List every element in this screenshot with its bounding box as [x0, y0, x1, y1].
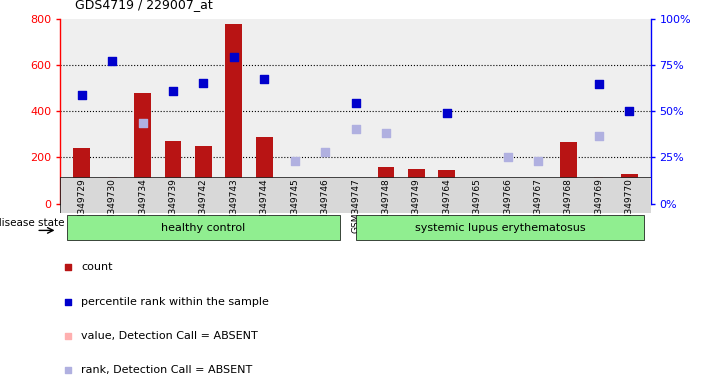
Bar [621, 174, 638, 204]
Text: GSM349766: GSM349766 [503, 179, 512, 233]
Text: GSM349749: GSM349749 [412, 179, 421, 233]
Point [380, 130, 392, 136]
Text: GSM349768: GSM349768 [564, 179, 573, 233]
Text: GDS4719 / 229007_at: GDS4719 / 229007_at [75, 0, 213, 12]
Text: GSM349770: GSM349770 [625, 179, 634, 233]
Text: percentile rank within the sample: percentile rank within the sample [81, 296, 269, 306]
Text: GSM349729: GSM349729 [77, 179, 86, 233]
Text: GSM349739: GSM349739 [169, 179, 178, 233]
Text: GSM349748: GSM349748 [381, 179, 390, 233]
Text: count: count [81, 263, 112, 273]
Bar [195, 146, 212, 204]
Point [137, 120, 149, 126]
Point [502, 154, 513, 161]
Bar [408, 169, 424, 204]
Text: value, Detection Call = ABSENT: value, Detection Call = ABSENT [81, 331, 258, 341]
Text: systemic lupus erythematosus: systemic lupus erythematosus [415, 222, 585, 233]
Bar [412, 169, 421, 204]
Bar [60, 177, 651, 213]
Text: GSM349744: GSM349744 [260, 179, 269, 233]
Bar [225, 24, 242, 204]
Point [76, 92, 87, 98]
Point [319, 149, 331, 155]
Text: GSM349730: GSM349730 [107, 179, 117, 233]
Bar [165, 141, 181, 204]
Point [259, 76, 270, 82]
Point [198, 79, 209, 86]
Bar [473, 186, 482, 204]
Point [415, 181, 426, 187]
Bar [351, 179, 360, 204]
Text: GSM349765: GSM349765 [473, 179, 481, 233]
Point [350, 126, 361, 132]
Bar [73, 148, 90, 204]
Bar [378, 167, 395, 204]
Text: rank, Detection Call = ABSENT: rank, Detection Call = ABSENT [81, 365, 252, 375]
Text: GSM349764: GSM349764 [442, 179, 451, 233]
Text: GSM349747: GSM349747 [351, 179, 360, 233]
Bar [594, 177, 604, 204]
Bar [67, 215, 341, 240]
Point [289, 158, 300, 164]
Text: GSM349767: GSM349767 [533, 179, 542, 233]
Text: GSM349743: GSM349743 [230, 179, 238, 233]
Point [593, 132, 604, 139]
Point [624, 108, 635, 114]
Bar [134, 93, 151, 204]
Bar [560, 142, 577, 204]
Bar [356, 215, 644, 240]
Text: GSM349769: GSM349769 [594, 179, 604, 233]
Text: GSM349745: GSM349745 [290, 179, 299, 233]
Text: GSM349746: GSM349746 [321, 179, 330, 233]
Bar [321, 177, 330, 204]
Bar [256, 137, 272, 204]
Point [533, 158, 544, 164]
Point [441, 109, 452, 116]
Bar [107, 177, 117, 204]
Point [350, 100, 361, 106]
Point [107, 58, 118, 64]
Bar [290, 183, 299, 204]
Bar [439, 170, 455, 204]
Text: healthy control: healthy control [161, 222, 245, 233]
Text: disease state: disease state [0, 218, 65, 228]
Point [593, 81, 604, 87]
Point [167, 88, 178, 94]
Text: GSM349734: GSM349734 [138, 179, 147, 233]
Text: GSM349742: GSM349742 [199, 179, 208, 233]
Point [228, 54, 240, 60]
